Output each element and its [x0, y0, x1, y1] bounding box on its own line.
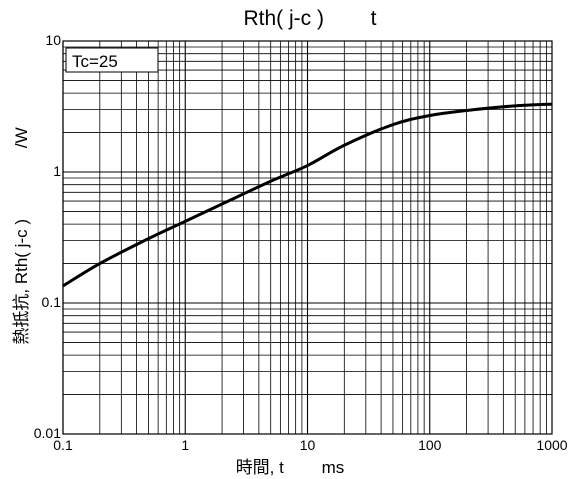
plot-frame — [62, 40, 553, 435]
series-line — [62, 102, 553, 288]
x-tick-label: 1 — [181, 437, 189, 453]
grid-lines — [62, 41, 552, 435]
y-tick-label: 0.1 — [42, 294, 62, 310]
annotation-text: Tc=25 — [72, 52, 118, 71]
x-tick-label: 1000 — [536, 437, 567, 453]
x-tick-label: 100 — [418, 437, 442, 453]
y-tick-label: 0.01 — [34, 425, 61, 441]
y-axis-label: 熱抵抗, Rth( j-c ) /W — [12, 127, 31, 344]
y-tick-label: 1 — [53, 163, 61, 179]
x-tick-label: 0.1 — [53, 437, 73, 453]
x-tick-label: 10 — [300, 437, 316, 453]
chart-title: Rth( j-c ) t — [243, 7, 376, 30]
x-axis-label: 時間, t ms — [236, 458, 345, 477]
y-tick-label: 10 — [45, 32, 61, 48]
annotation-box — [65, 47, 159, 73]
